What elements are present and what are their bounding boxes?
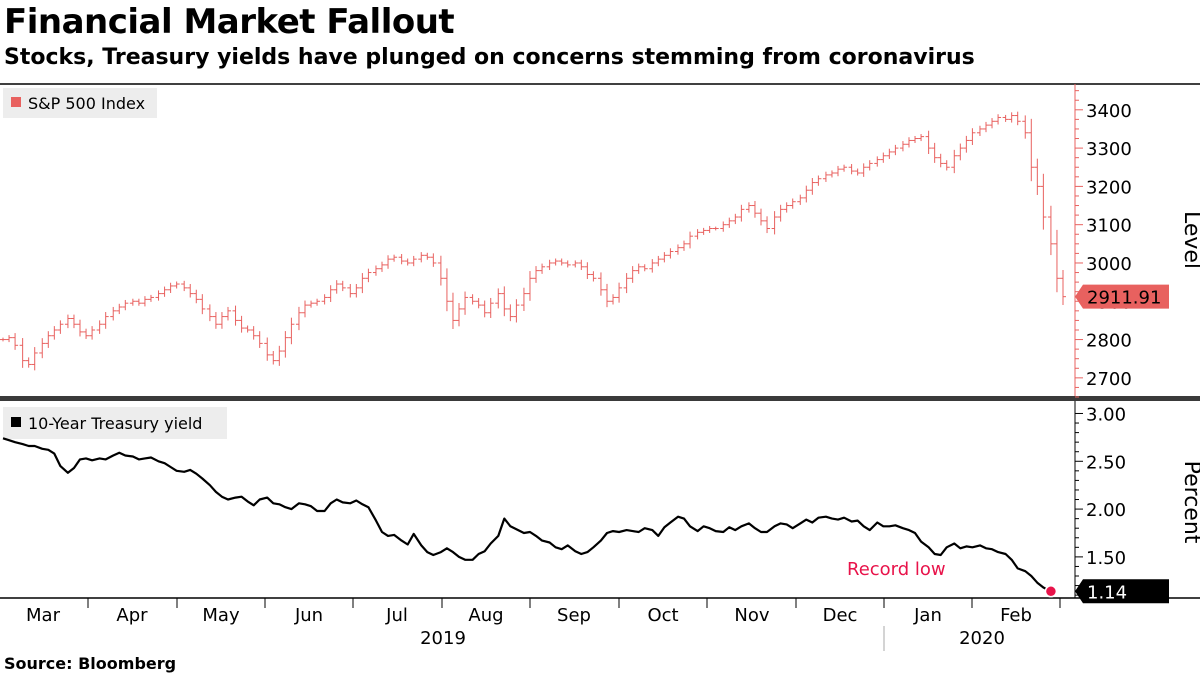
x-tick-label: May bbox=[202, 605, 240, 626]
tsy-legend-box bbox=[3, 407, 227, 439]
x-tick-label: Jul bbox=[385, 605, 408, 626]
record-low-annotation: Record low bbox=[847, 559, 946, 580]
tsy-ylabel: Percent bbox=[1179, 461, 1200, 544]
sp-legend-label: S&P 500 Index bbox=[28, 94, 145, 113]
sp-legend-box bbox=[3, 88, 157, 118]
sp-legend-swatch bbox=[11, 97, 21, 107]
x-tick-label: Jun bbox=[294, 605, 323, 626]
tsy-legend-swatch bbox=[11, 417, 21, 427]
tsy-tick-label: 2.00 bbox=[1086, 500, 1126, 521]
sp-last-value-tag bbox=[1075, 284, 1169, 309]
sp-tick-label: 2800 bbox=[1086, 331, 1132, 352]
year-label: 2020 bbox=[959, 628, 1005, 649]
chart-title: Financial Market Fallout bbox=[4, 2, 455, 42]
tsy-tick-label: 2.50 bbox=[1086, 452, 1126, 473]
sp-last-value: 2911.91 bbox=[1087, 288, 1161, 309]
x-tick-label: Apr bbox=[116, 605, 148, 626]
tsy-tick-label: 1.50 bbox=[1086, 548, 1126, 569]
year-label: 2019 bbox=[420, 628, 466, 649]
tsy-legend-label: 10-Year Treasury yield bbox=[28, 414, 202, 433]
x-tick-label: Nov bbox=[734, 605, 769, 626]
sp-tick-label: 2700 bbox=[1086, 369, 1132, 390]
sp-tick-label: 3400 bbox=[1086, 101, 1132, 122]
sp-tick-label: 3100 bbox=[1086, 216, 1132, 237]
tsy-series-line bbox=[2, 437, 1052, 593]
tsy-last-value: 1.14 bbox=[1087, 582, 1127, 603]
record-low-marker bbox=[1044, 585, 1058, 598]
x-tick-label: Jan bbox=[913, 605, 942, 626]
source-note: Source: Bloomberg bbox=[4, 654, 177, 673]
panel-divider bbox=[0, 396, 1200, 401]
tsy-tick-label: 3.00 bbox=[1086, 404, 1126, 425]
sp-tick-label: 3200 bbox=[1086, 177, 1132, 198]
x-tick-label: Sep bbox=[557, 605, 591, 626]
sp-tick-label: 3000 bbox=[1086, 254, 1132, 275]
sp-ylabel: Level bbox=[1179, 211, 1200, 269]
x-tick-label: Mar bbox=[26, 605, 61, 626]
chart-subtitle: Stocks, Treasury yields have plunged on … bbox=[4, 45, 975, 70]
x-tick-label: Feb bbox=[1000, 605, 1032, 626]
x-tick-label: Dec bbox=[823, 605, 858, 626]
tsy-last-value-tag bbox=[1075, 579, 1169, 604]
x-tick-label: Aug bbox=[468, 605, 503, 626]
sp-tick-label: 3300 bbox=[1086, 139, 1132, 160]
x-tick-label: Oct bbox=[647, 605, 678, 626]
